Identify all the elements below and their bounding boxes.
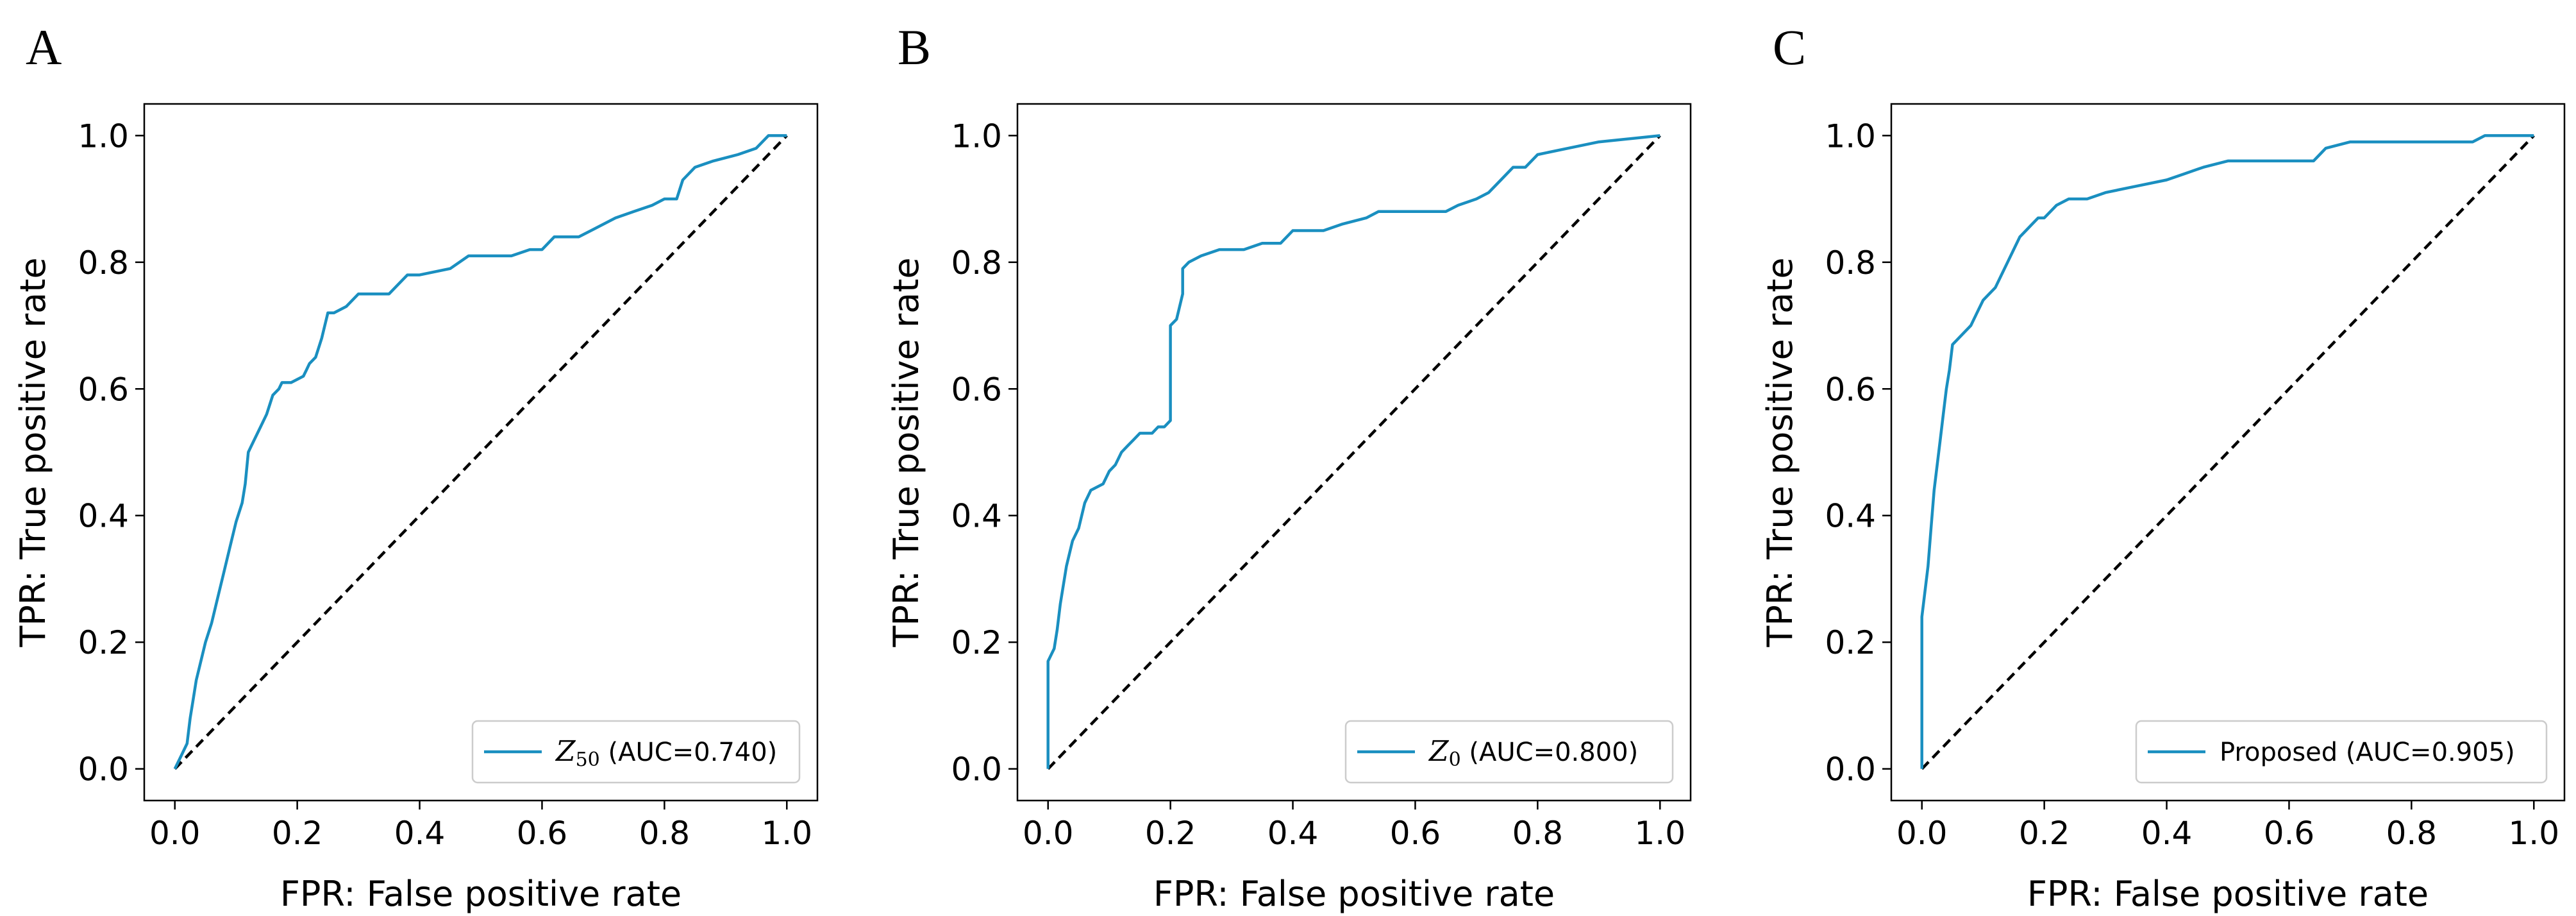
y-axis-label: TPR: True positive rate [1760, 257, 1800, 647]
legend-box [471, 720, 801, 784]
chance-diagonal-line [1921, 134, 2535, 770]
x-tick-label: 0.4 [394, 815, 446, 852]
y-tick-label: 0.0 [78, 751, 129, 788]
x-tick-label: 0.6 [517, 815, 568, 852]
y-axis-label: TPR: True positive rate [13, 257, 53, 647]
y-tick-label: 0.2 [1825, 624, 1876, 661]
y-tick-label: 0.4 [951, 498, 1002, 535]
legend-auc-text: (AUC=0.800) [1461, 738, 1639, 767]
x-tick-label: 0.6 [2264, 815, 2315, 852]
y-tick-label: 0.6 [78, 371, 129, 408]
panel-letter: A [26, 19, 62, 75]
x-tick-label: 0.8 [639, 815, 690, 852]
y-axis-label: TPR: True positive rate [886, 257, 926, 647]
x-tick-label: 0.6 [1390, 815, 1441, 852]
legend: Z0 (AUC=0.800) [1344, 720, 1674, 784]
y-tick-label: 1.0 [951, 117, 1002, 155]
y-tick-label: 0.0 [1825, 751, 1876, 788]
roc-panel-c: C 0.0 0.2 0.4 0.6 0.8 1.0 0.0 0.2 0.4 0.6 0.8 1.0 FPR… [1760, 19, 2566, 914]
x-axis-label: FPR: False positive rate [1153, 874, 1555, 914]
roc-curve [1920, 134, 2534, 769]
plot-frame [1890, 103, 2566, 802]
roc-curve [1046, 134, 1660, 769]
x-tick-label: 0.4 [2141, 815, 2193, 852]
x-tick-label: 0.8 [1512, 815, 1564, 852]
legend-label: Proposed (AUC=0.905) [2220, 738, 2515, 767]
y-tick-label: 0.2 [78, 624, 129, 661]
legend-box [1344, 720, 1674, 784]
y-tick-label: 0.8 [1825, 244, 1876, 282]
legend-box [2135, 720, 2548, 784]
roc-panel-a: A 0.0 0.2 0.4 0.6 0.8 1.0 0.0 0.2 0.4 0.6 0.8 1.0 FPR… [13, 19, 819, 914]
x-tick-label: 0.0 [1023, 815, 1074, 852]
legend-label: Z0 (AUC=0.800) [1428, 735, 1638, 771]
y-tick-label: 0.4 [1825, 498, 1876, 535]
y-tick-label: 0.6 [951, 371, 1002, 408]
x-tick-label: 1.0 [2509, 815, 2560, 852]
legend-auc-text: (AUC=0.740) [600, 738, 778, 767]
y-tick-label: 1.0 [78, 117, 129, 155]
panel-letter: C [1773, 19, 1806, 75]
y-tick-label: 1.0 [1825, 117, 1876, 155]
x-tick-label: 0.8 [2386, 815, 2438, 852]
legend-symbol: Z [555, 735, 576, 768]
x-tick-label: 0.0 [149, 815, 201, 852]
x-tick-label: 0.2 [272, 815, 323, 852]
legend-symbol: Z [1428, 735, 1450, 768]
plot-frame [143, 103, 819, 802]
roc-panel-b: B 0.0 0.2 0.4 0.6 0.8 1.0 0.0 0.2 0.4 0.6 0.8 1.0 FPR… [886, 19, 1692, 914]
legend-label: Z50 (AUC=0.740) [555, 735, 777, 771]
x-axis-label: FPR: False positive rate [2027, 874, 2429, 914]
legend-subscript: 0 [1449, 749, 1461, 771]
y-tick-label: 0.0 [951, 751, 1002, 788]
legend: Z50 (AUC=0.740) [471, 720, 801, 784]
y-tick-label: 0.6 [1825, 371, 1876, 408]
x-tick-label: 0.0 [1896, 815, 1948, 852]
chance-diagonal-line [1047, 134, 1661, 770]
y-tick-label: 0.8 [78, 244, 129, 282]
roc-curve [173, 134, 787, 770]
legend: Proposed (AUC=0.905) [2135, 720, 2548, 784]
legend-subscript: 50 [576, 749, 600, 771]
plot-frame [1016, 103, 1692, 802]
y-tick-label: 0.4 [78, 498, 129, 535]
x-tick-label: 0.4 [1267, 815, 1319, 852]
y-tick-label: 0.2 [951, 624, 1002, 661]
x-tick-label: 0.2 [1145, 815, 1196, 852]
x-tick-label: 1.0 [762, 815, 813, 852]
x-tick-label: 1.0 [1635, 815, 1686, 852]
y-tick-label: 0.8 [951, 244, 1002, 282]
panel-letter: B [898, 19, 931, 75]
x-axis-label: FPR: False positive rate [280, 874, 682, 914]
chance-diagonal-line [174, 134, 788, 770]
x-tick-label: 0.2 [2019, 815, 2070, 852]
